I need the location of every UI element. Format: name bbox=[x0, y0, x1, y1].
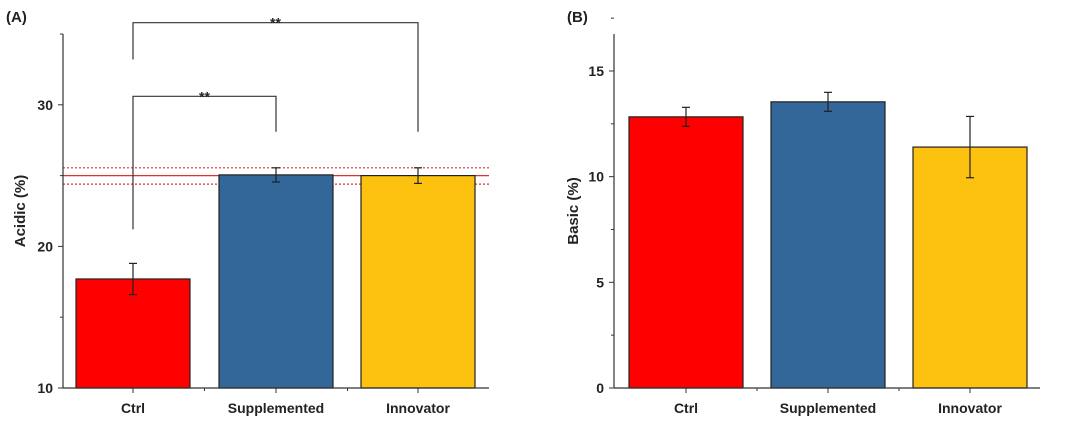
x-tick-label: Innovator bbox=[938, 400, 1002, 416]
bar-supplemented bbox=[218, 174, 334, 389]
y-tick-label: 10 bbox=[37, 380, 53, 396]
significance-bracket bbox=[132, 95, 277, 230]
y-tick-label: 20 bbox=[37, 238, 53, 254]
bar-supplemented bbox=[770, 101, 886, 389]
y-axis-label: Acidic (%) bbox=[12, 175, 29, 248]
x-tick-label: Ctrl bbox=[674, 400, 698, 416]
significance-bracket bbox=[132, 22, 419, 132]
y-axis-label: Basic (%) bbox=[565, 177, 582, 245]
significance-label: ** bbox=[199, 88, 210, 104]
panel-a: (A) Acidic (%) Ctrl Supplemented Innovator… bbox=[6, 9, 489, 416]
bar-ctrl bbox=[75, 278, 191, 389]
x-tick-label: Innovator bbox=[386, 400, 450, 416]
x-tick-label: Supplemented bbox=[228, 400, 324, 416]
y-tick-label: 5 bbox=[596, 274, 604, 290]
panel-label: (B) bbox=[567, 9, 588, 26]
x-tick-label: Supplemented bbox=[780, 400, 876, 416]
bar-ctrl bbox=[628, 116, 744, 389]
y-tick-label: 10 bbox=[588, 169, 604, 185]
panel-b: (B) Basic (%) Ctrl Supplemented Innovator 0… bbox=[565, 9, 1040, 416]
bar-innovator bbox=[360, 175, 476, 389]
significance-label: ** bbox=[270, 15, 281, 31]
panel-label: (A) bbox=[6, 9, 27, 26]
y-tick-label: 15 bbox=[588, 63, 604, 79]
bar-innovator bbox=[912, 146, 1028, 389]
x-tick-label: Ctrl bbox=[121, 400, 145, 416]
y-tick-label: 30 bbox=[37, 97, 53, 113]
y-tick-label: 0 bbox=[596, 380, 604, 396]
